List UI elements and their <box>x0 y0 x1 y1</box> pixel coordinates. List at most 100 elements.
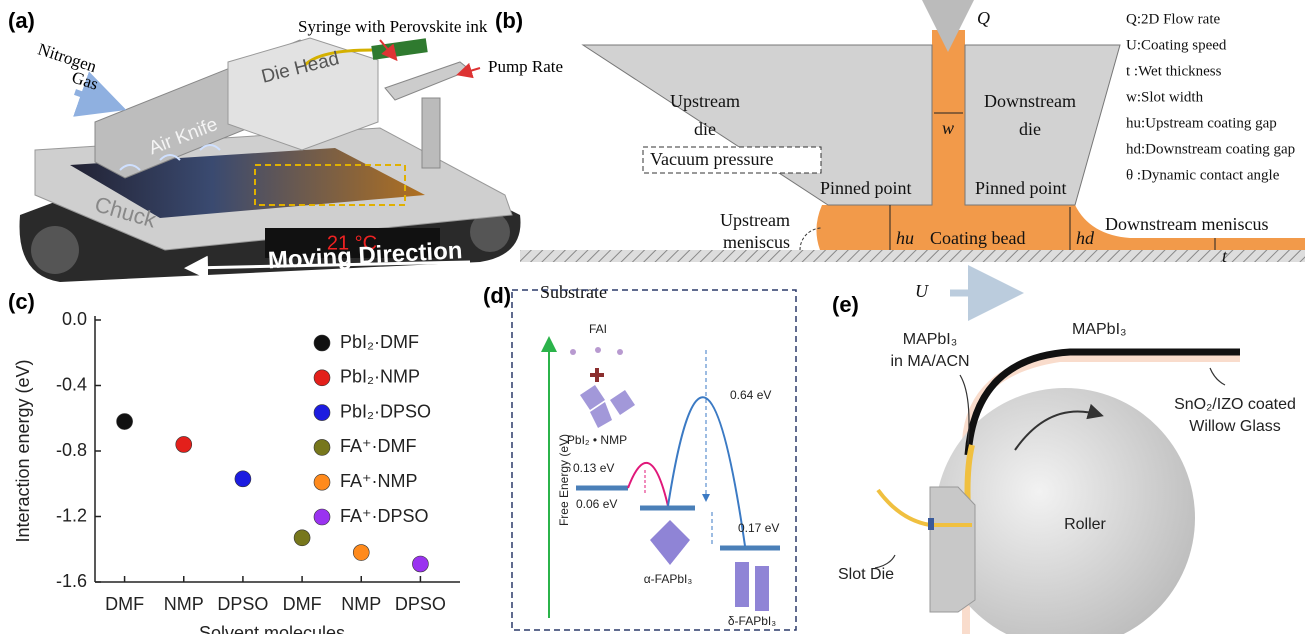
label: δ-FAPbI₃ <box>728 614 776 628</box>
y-tick-label: -1.2 <box>56 505 87 525</box>
point <box>412 556 428 572</box>
shape <box>617 349 623 355</box>
label: in MA/ACN <box>890 353 969 370</box>
panel-label: (b) <box>495 8 523 33</box>
shape <box>570 349 576 355</box>
point <box>176 436 192 452</box>
label: PbI₂ • NMP <box>567 433 627 447</box>
label: Willow Glass <box>1189 418 1281 435</box>
legend-marker <box>314 335 330 351</box>
legend-label: PbI₂·DPSO <box>340 401 431 421</box>
label: Downstream meniscus <box>1105 214 1268 234</box>
label: FAI <box>589 322 607 336</box>
figure: (a) Nitrogen Gas Syringe with Perovskite… <box>0 0 1312 634</box>
legend-text: t :Wet thickness <box>1126 63 1222 79</box>
legend-marker <box>314 439 330 455</box>
label: hu <box>896 228 914 248</box>
legend-text: Q:2D Flow rate <box>1126 11 1220 27</box>
legend-marker <box>314 509 330 525</box>
panel-c: (c) Interaction energy (eV) Solvent mole… <box>8 289 460 634</box>
shape <box>371 38 427 60</box>
label: Downstream <box>984 91 1076 111</box>
label: w <box>942 118 954 138</box>
label: Coating bead <box>930 228 1025 248</box>
label: 0.13 eV <box>573 461 614 475</box>
label: Q <box>977 8 990 28</box>
label: Free Energy (eV) <box>557 434 571 526</box>
label: Upstream <box>670 91 740 111</box>
label: hd <box>1076 228 1095 248</box>
y-tick-label: 0.0 <box>62 309 87 329</box>
shape <box>422 98 440 168</box>
x-tick-label: DPSO <box>395 594 446 614</box>
label: Nitrogen <box>36 39 100 76</box>
label: Vacuum pressure <box>650 149 773 169</box>
point <box>235 471 251 487</box>
y-tick-label: -0.4 <box>56 374 87 394</box>
panel-a: (a) Nitrogen Gas Syringe with Perovskite… <box>8 8 563 282</box>
label: Slot Die <box>838 566 894 583</box>
legend-text: hu:Upstream coating gap <box>1126 115 1277 131</box>
label: U <box>915 281 929 301</box>
label: Gas <box>70 67 101 93</box>
legend-label: FA⁺·DMF <box>340 436 417 456</box>
shape <box>385 62 470 100</box>
shape <box>520 250 1305 262</box>
shape <box>595 347 601 353</box>
legend-text: θ :Dynamic contact angle <box>1126 167 1280 183</box>
panel-b: (b) Q Upstream die w Downstream die Vacu… <box>495 4 1305 302</box>
point <box>117 414 133 430</box>
x-tick-label: DPSO <box>217 594 268 614</box>
shape <box>75 92 115 106</box>
point <box>353 545 369 561</box>
label: die <box>1019 119 1041 139</box>
shape <box>590 368 604 382</box>
y-tick-label: -0.8 <box>56 440 87 460</box>
label: die <box>694 119 716 139</box>
legend-marker <box>314 370 330 386</box>
legend-marker <box>314 405 330 421</box>
label: 0.64 eV <box>730 388 771 402</box>
panel-label: (d) <box>483 283 511 308</box>
panel-label: (a) <box>8 8 35 33</box>
group <box>570 347 623 355</box>
shape <box>930 487 975 612</box>
label: MAPbI₃ <box>903 331 958 348</box>
label: meniscus <box>723 232 790 252</box>
page: {"panel_a": {"label": "(a)", "texts": ["… <box>0 0 1312 634</box>
panel-e: (e) MAPbI₃ MAPbI₃ in MA/ACN SnO₂/IZO coa… <box>832 292 1296 634</box>
x-tick-label: NMP <box>164 594 204 614</box>
legend-label: PbI₂·DMF <box>340 332 419 352</box>
legend-text: U:Coating speed <box>1126 37 1227 53</box>
label: 0.06 eV <box>576 497 617 511</box>
x-tick-label: NMP <box>341 594 381 614</box>
y-tick-label: -1.6 <box>56 571 87 591</box>
shape <box>735 562 749 607</box>
x-axis-title: Solvent molecules <box>199 623 345 634</box>
label: Pump Rate <box>488 57 563 76</box>
legend-text: w:Slot width <box>1126 89 1204 105</box>
y-axis-title: Interaction energy (eV) <box>13 359 33 542</box>
shape <box>610 390 635 415</box>
shape <box>755 566 769 611</box>
label: Roller <box>1064 516 1106 533</box>
legend-marker <box>314 474 330 490</box>
point <box>294 530 310 546</box>
label: 0.17 eV <box>738 521 779 535</box>
panel-d: (d) FAI PbI₂ • NMP Free Energy (eV) 0.13… <box>483 283 796 630</box>
label: SnO₂/IZO coated <box>1174 396 1296 413</box>
legend-label: FA⁺·NMP <box>340 471 418 491</box>
label: Substrate <box>540 282 607 302</box>
legend-label: FA⁺·DPSO <box>340 506 429 526</box>
group <box>580 385 635 428</box>
label: Upstream <box>720 210 790 230</box>
label: Pinned point <box>820 178 912 198</box>
shape <box>928 518 934 530</box>
legend-text: hd:Downstream coating gap <box>1126 141 1295 157</box>
x-tick-label: DMF <box>283 594 322 614</box>
shape <box>650 520 690 565</box>
x-tick-label: DMF <box>105 594 144 614</box>
legend-label: PbI₂·NMP <box>340 367 420 387</box>
label: MAPbI₃ <box>1072 321 1127 338</box>
label: Pinned point <box>975 178 1067 198</box>
